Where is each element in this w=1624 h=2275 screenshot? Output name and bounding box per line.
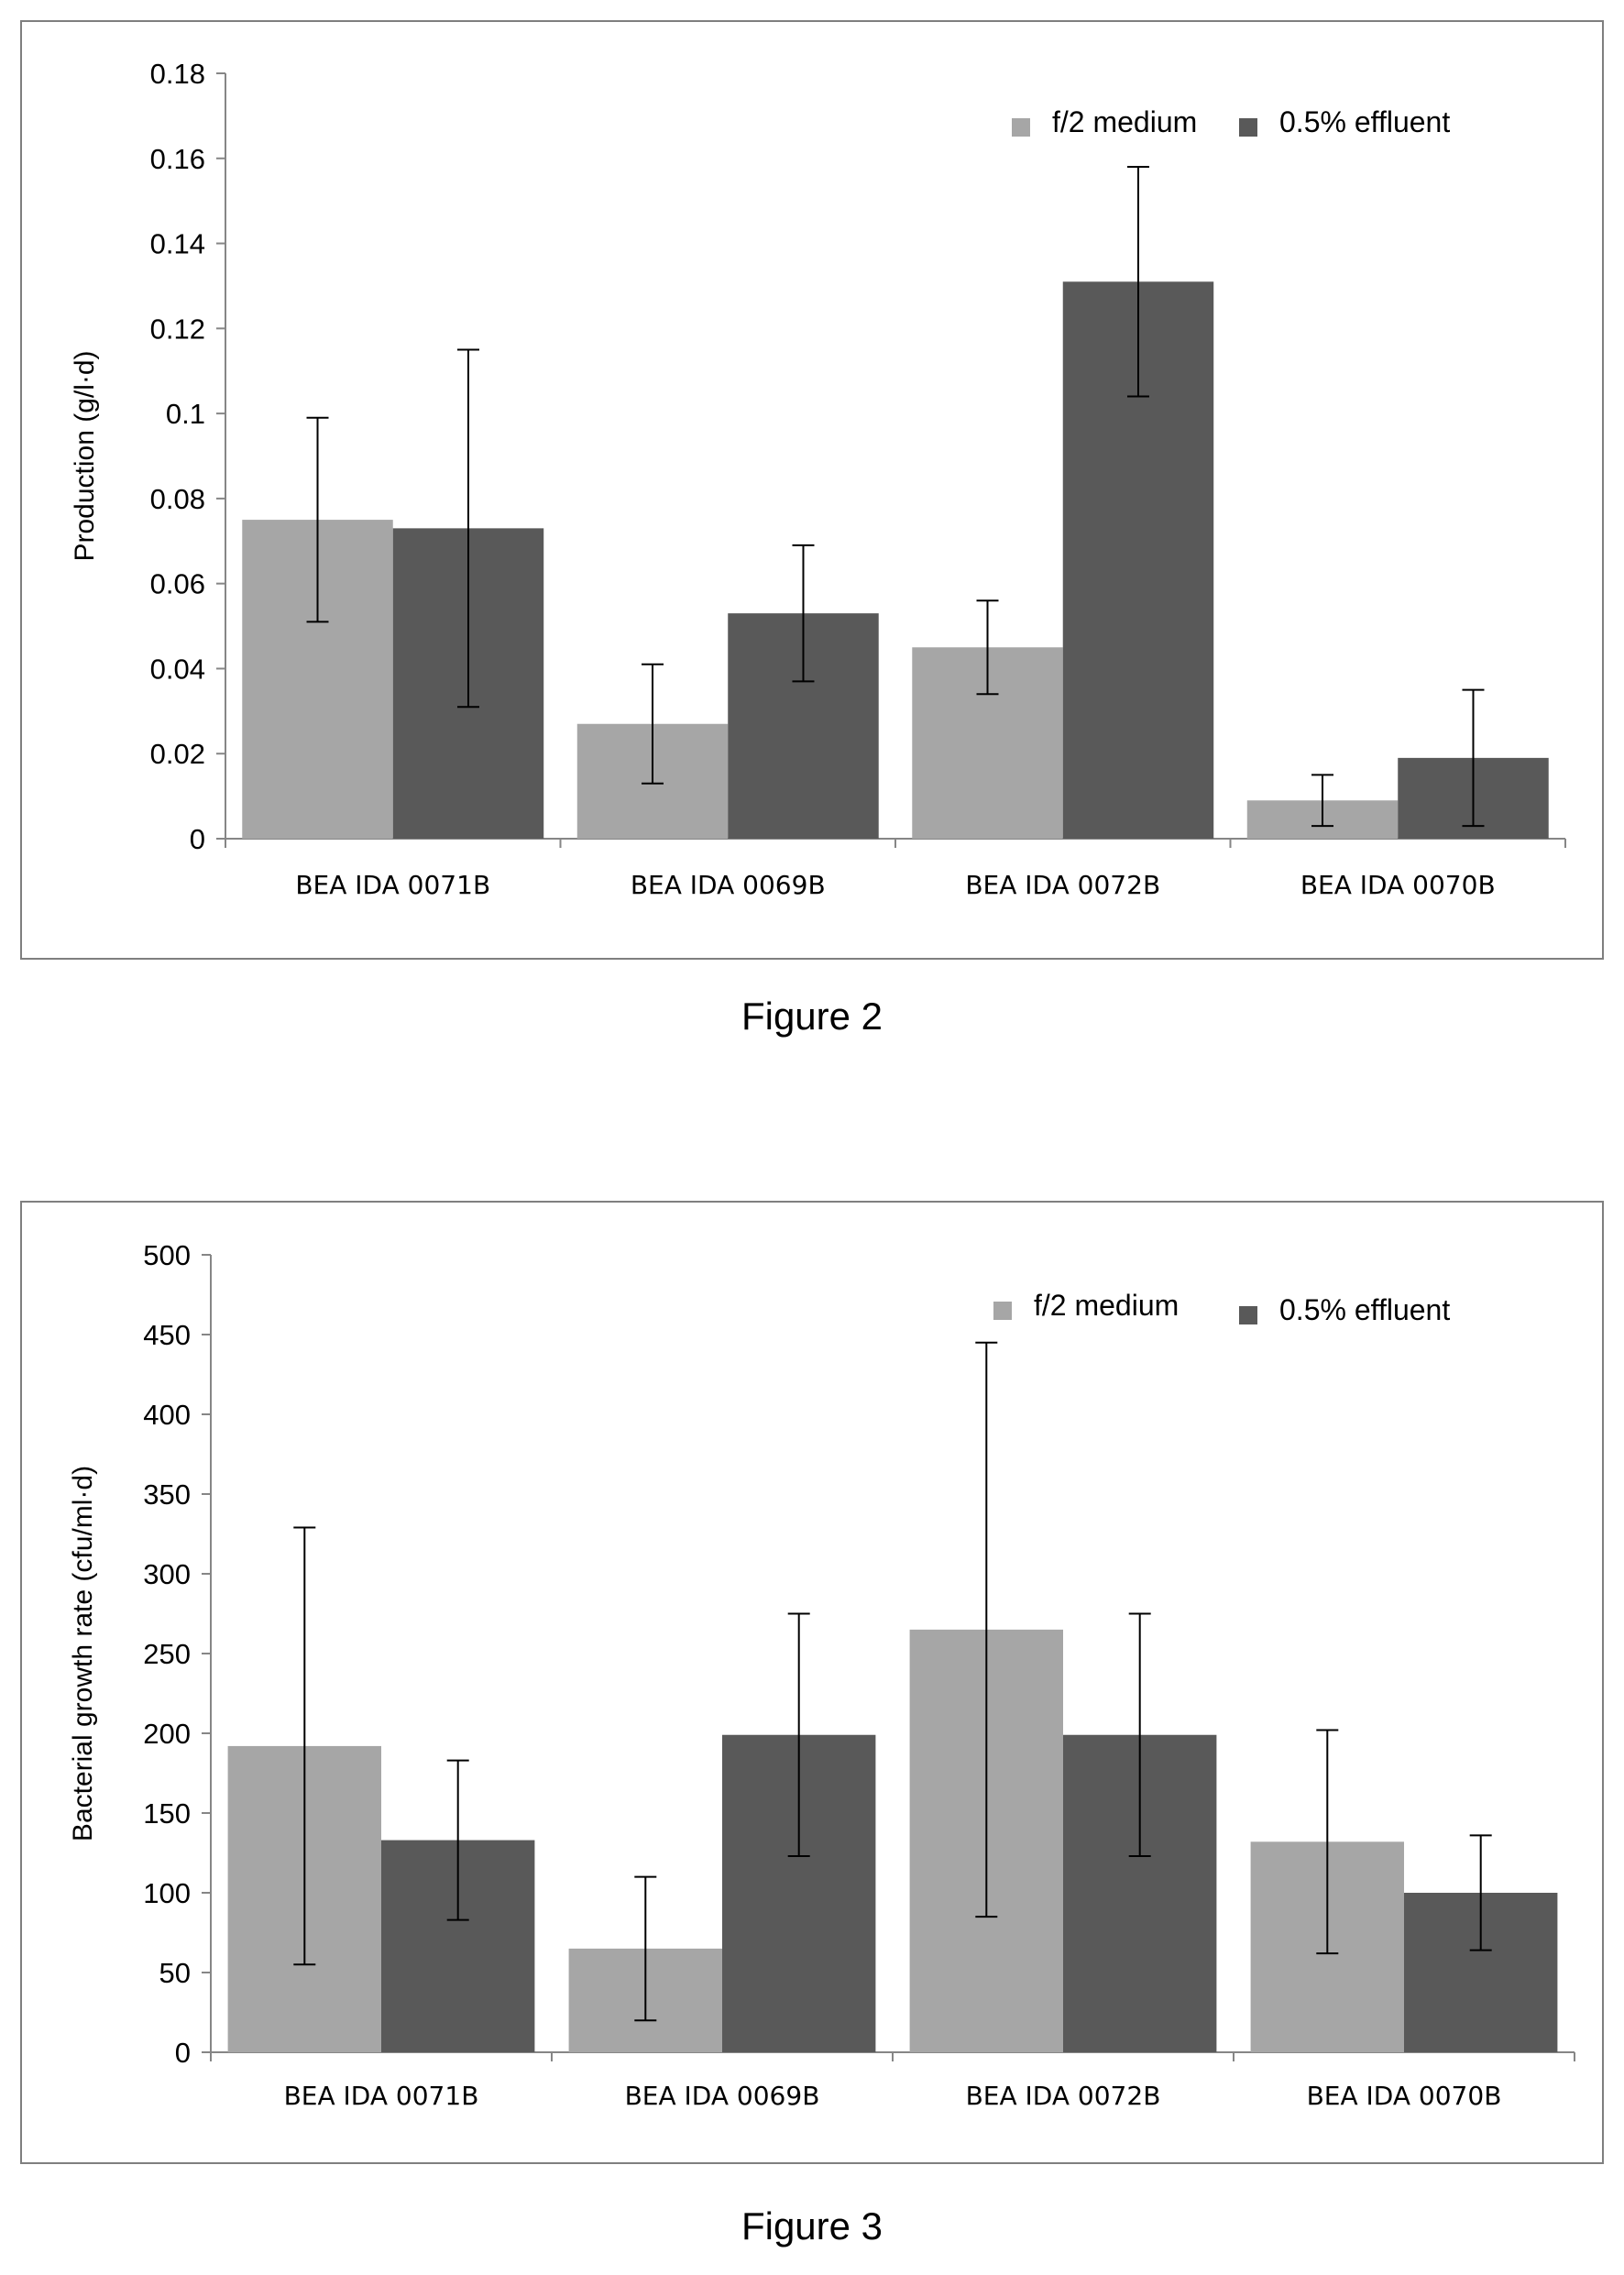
y-tick-label: 250: [143, 1638, 191, 1670]
legend-label-f2-medium: f/2 medium: [1052, 105, 1197, 138]
y-tick-label: 400: [143, 1399, 191, 1431]
y-tick-label: 200: [143, 1718, 191, 1750]
y-tick-label: 450: [143, 1319, 191, 1351]
figure-3-chart-frame: 0 50 100 150 200 250 300 350 400 450 500 BEA IDA 00…: [20, 1201, 1604, 2164]
y-tick-label: 350: [143, 1478, 191, 1511]
production-bar-chart: 0 0.02 0.04 0.06 0.08 0.1 0.12 0.14 0.16 0.18 BEA …: [70, 58, 1566, 900]
category-label: BEA IDA 0071B: [295, 870, 490, 900]
bacterial-growth-bar-chart: 0 50 100 150 200 250 300 350 400 450 500 BEA IDA 00…: [68, 1239, 1575, 2111]
legend-swatch-f2-medium: [1012, 118, 1030, 137]
y-tick-label: 0: [190, 823, 205, 855]
y-tick-label: 0.08: [150, 483, 205, 515]
y-axis-title: Bacterial growth rate (cfu/ml·d): [68, 1466, 98, 1841]
y-tick-label: 500: [143, 1239, 191, 1271]
legend-swatch-effluent: [1239, 1306, 1257, 1324]
y-tick-label: 0.06: [150, 568, 205, 600]
category-label: BEA IDA 0070B: [1307, 2081, 1502, 2111]
y-tick-label: 150: [143, 1797, 191, 1830]
y-tick-label: 0.14: [150, 228, 205, 260]
legend-label-effluent: 0.5% effluent: [1279, 105, 1450, 138]
category-label: BEA IDA 0069B: [631, 870, 826, 900]
legend-label-f2-medium: f/2 medium: [1034, 1289, 1179, 1322]
category-label: BEA IDA 0072B: [966, 2081, 1161, 2111]
y-tick-label: 100: [143, 1877, 191, 1909]
y-tick-label: 300: [143, 1558, 191, 1590]
y-tick-label: 0.1: [166, 398, 205, 430]
y-tick-label: 0.04: [150, 653, 205, 685]
figure-2-chart-frame: 0 0.02 0.04 0.06 0.08 0.1 0.12 0.14 0.16 0.18 BEA …: [20, 20, 1604, 960]
category-label: BEA IDA 0070B: [1300, 870, 1496, 900]
y-tick-label: 0.12: [150, 313, 205, 345]
legend-swatch-effluent: [1239, 118, 1257, 137]
y-tick-label: 0.16: [150, 143, 205, 175]
y-tick-label: 0.02: [150, 738, 205, 770]
y-tick-label: 50: [159, 1957, 191, 1989]
y-tick-label: 0.18: [150, 58, 205, 90]
figure-3-caption: Figure 3: [741, 2204, 883, 2248]
category-label: BEA IDA 0071B: [284, 2081, 479, 2111]
category-label: BEA IDA 0072B: [965, 870, 1160, 900]
legend-swatch-f2-medium: [993, 1302, 1012, 1320]
legend-label-effluent: 0.5% effluent: [1279, 1293, 1450, 1326]
figure-2-caption: Figure 2: [741, 995, 883, 1038]
y-axis-title: Production (g/l·d): [70, 350, 100, 561]
category-label: BEA IDA 0069B: [625, 2081, 820, 2111]
y-tick-label: 0: [175, 2037, 191, 2069]
